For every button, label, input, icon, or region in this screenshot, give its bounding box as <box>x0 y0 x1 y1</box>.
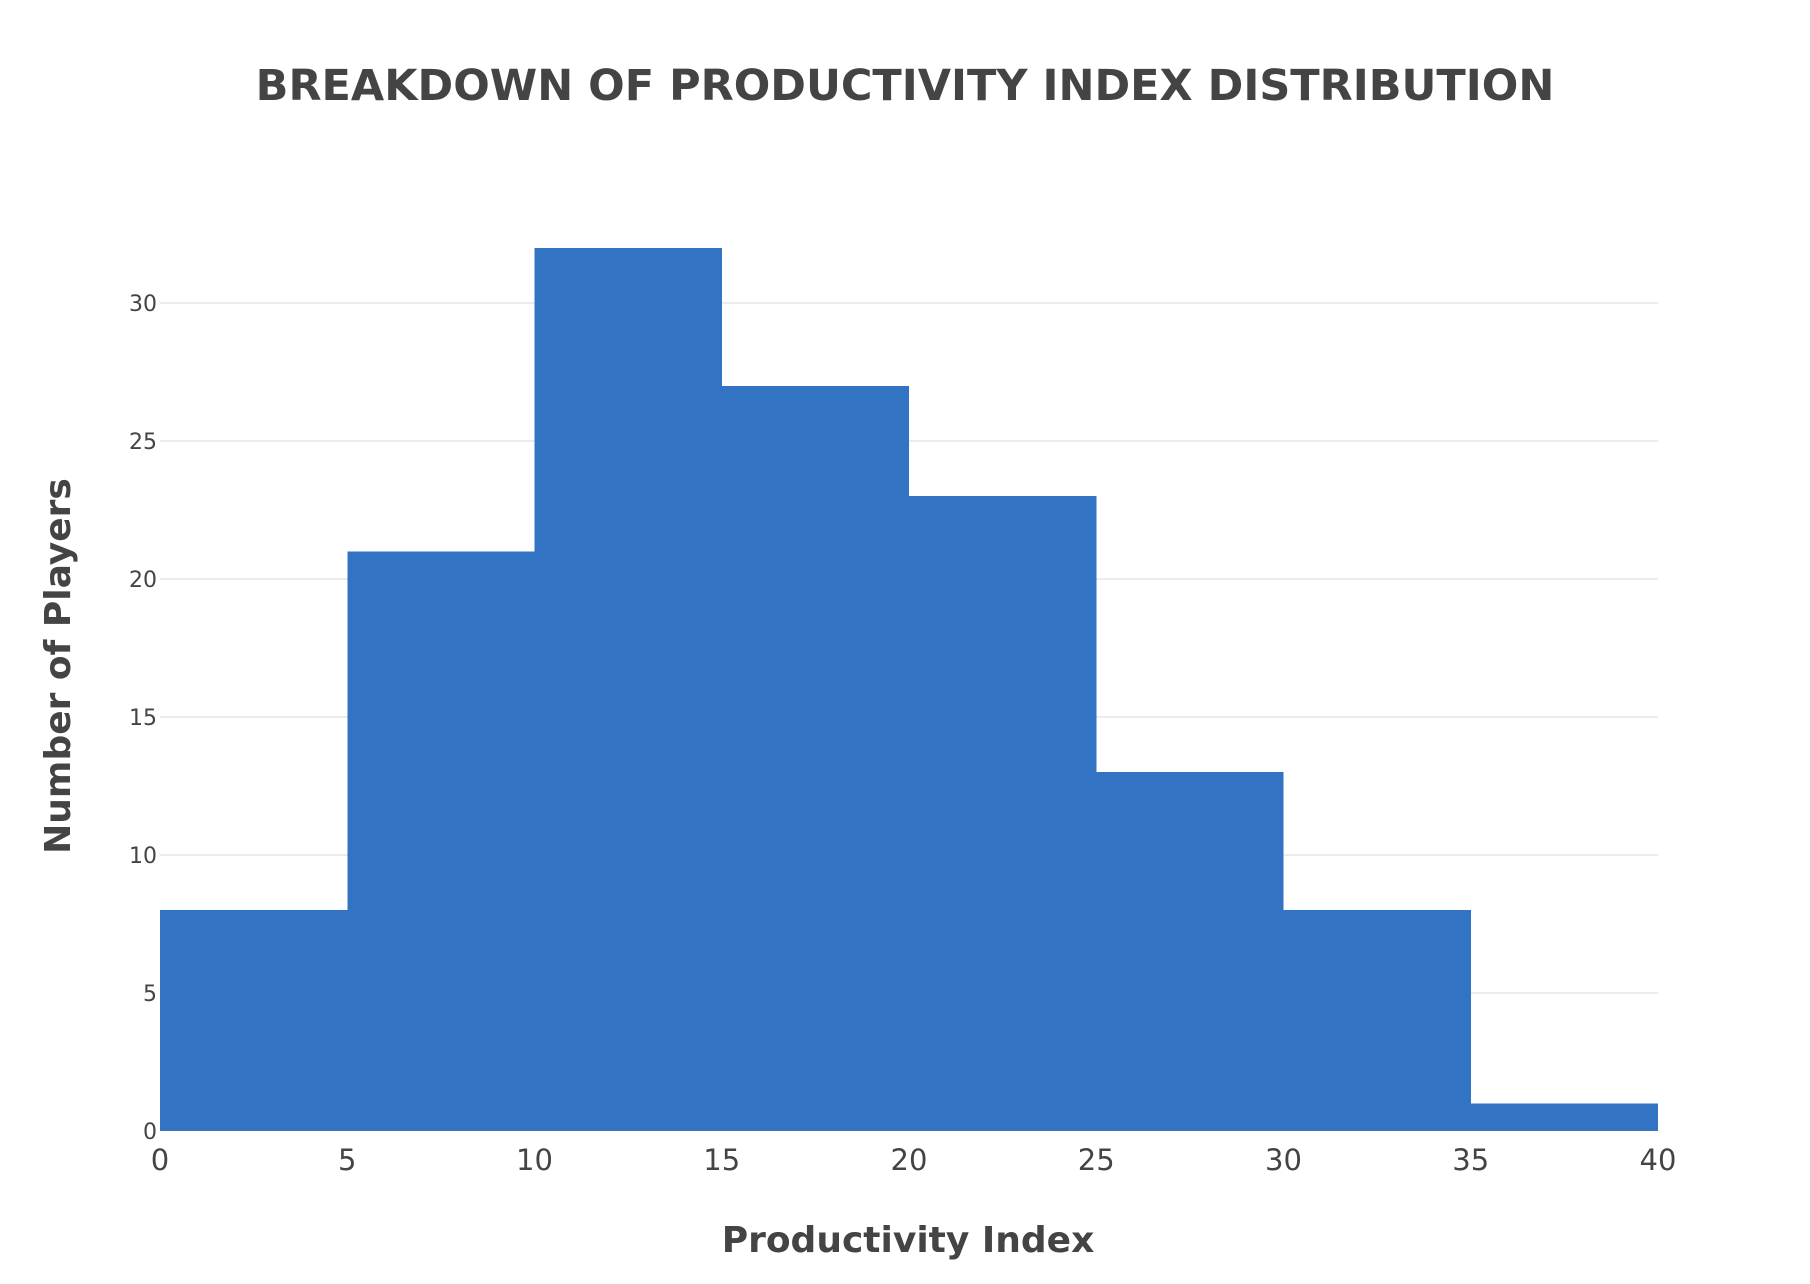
bars <box>160 247 1658 1132</box>
y-tick-label: 10 <box>129 844 157 869</box>
x-tick-label: 10 <box>516 1143 553 1177</box>
y-tick-label: 25 <box>129 430 157 455</box>
x-tick-label: 30 <box>1265 1143 1302 1177</box>
x-tick-label: 35 <box>1452 1143 1489 1177</box>
y-axis-ticks: 0 5 10 15 20 25 30 <box>129 292 157 1145</box>
x-axis-title: Productivity Index <box>722 1220 1095 1261</box>
x-tick-label: 15 <box>703 1143 740 1177</box>
y-tick-label: 15 <box>129 706 157 731</box>
y-tick-label: 0 <box>143 1120 157 1145</box>
histogram-bar-35-40 <box>1470 1103 1658 1131</box>
histogram-bar-30-35 <box>1283 910 1471 1131</box>
histogram-bar-0-5 <box>160 910 348 1131</box>
x-axis-ticks: 0 5 10 15 20 25 30 35 40 <box>151 1143 1677 1177</box>
x-tick-label: 0 <box>151 1143 169 1177</box>
y-tick-label: 20 <box>129 568 157 593</box>
y-tick-label: 5 <box>143 982 157 1007</box>
histogram-bar-20-25 <box>909 496 1097 1131</box>
histogram-bar-15-20 <box>721 385 909 1131</box>
chart-title: BREAKDOWN OF PRODUCTIVITY INDEX DISTRIBU… <box>256 61 1555 111</box>
x-tick-label: 25 <box>1078 1143 1115 1177</box>
histogram-bar-10-15 <box>534 247 722 1132</box>
y-axis-title: Number of Players <box>38 478 79 854</box>
x-tick-label: 5 <box>338 1143 356 1177</box>
x-tick-label: 40 <box>1640 1143 1677 1177</box>
histogram-bar-5-10 <box>347 551 535 1131</box>
histogram-bar-25-30 <box>1096 772 1284 1131</box>
y-tick-label: 30 <box>129 292 157 317</box>
x-tick-label: 20 <box>891 1143 928 1177</box>
